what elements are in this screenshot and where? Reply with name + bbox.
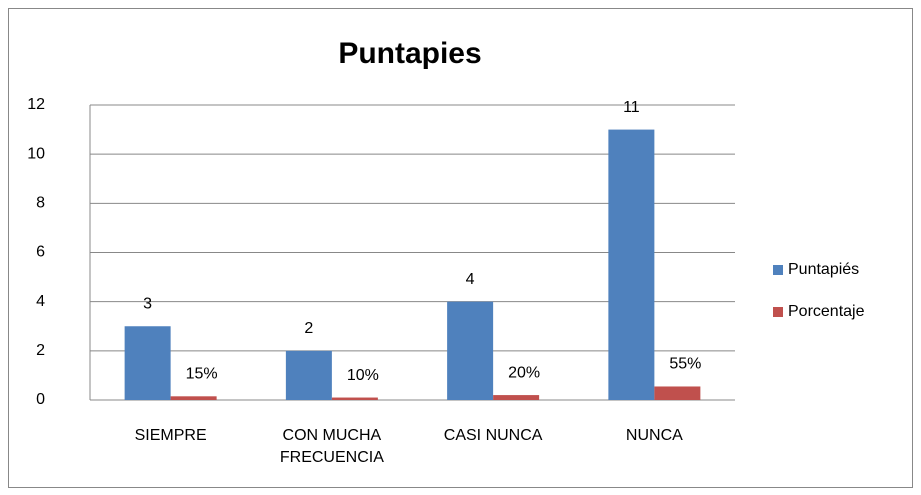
y-tick-label: 12 xyxy=(27,96,45,113)
x-tick-label: SIEMPRE xyxy=(134,427,207,444)
y-tick-label: 8 xyxy=(36,195,45,212)
bar xyxy=(285,350,332,400)
y-tick-label: 10 xyxy=(27,145,45,162)
x-tick-label: NUNCA xyxy=(625,427,683,444)
data-label: 2 xyxy=(304,320,313,337)
legend-swatch xyxy=(773,265,783,275)
data-label: 10% xyxy=(347,367,379,384)
bar xyxy=(654,386,701,400)
chart-frame xyxy=(8,8,913,488)
data-label: 3 xyxy=(143,295,152,312)
chart-title: Puntapies xyxy=(338,37,481,70)
x-tick-label: CON MUCHA FRECUENCIA xyxy=(279,427,384,466)
legend-label: Puntapiés xyxy=(788,261,859,278)
data-label: 4 xyxy=(466,271,475,288)
y-tick-label: 2 xyxy=(36,342,45,359)
data-label: 11 xyxy=(623,99,640,116)
data-label: 15% xyxy=(186,366,218,383)
y-tick-label: 0 xyxy=(36,391,45,408)
y-tick-label: 4 xyxy=(36,293,45,310)
data-label: 20% xyxy=(508,364,540,381)
legend-label: Porcentaje xyxy=(788,303,865,320)
data-label: 55% xyxy=(669,356,701,373)
x-tick-label: CASI NUNCA xyxy=(443,427,543,444)
bar xyxy=(124,326,171,400)
bar xyxy=(608,129,655,401)
legend-swatch xyxy=(773,307,783,317)
bar xyxy=(493,395,540,400)
bar xyxy=(447,301,494,400)
y-tick-label: 6 xyxy=(36,244,45,261)
bar xyxy=(170,396,217,400)
bar xyxy=(331,397,378,400)
